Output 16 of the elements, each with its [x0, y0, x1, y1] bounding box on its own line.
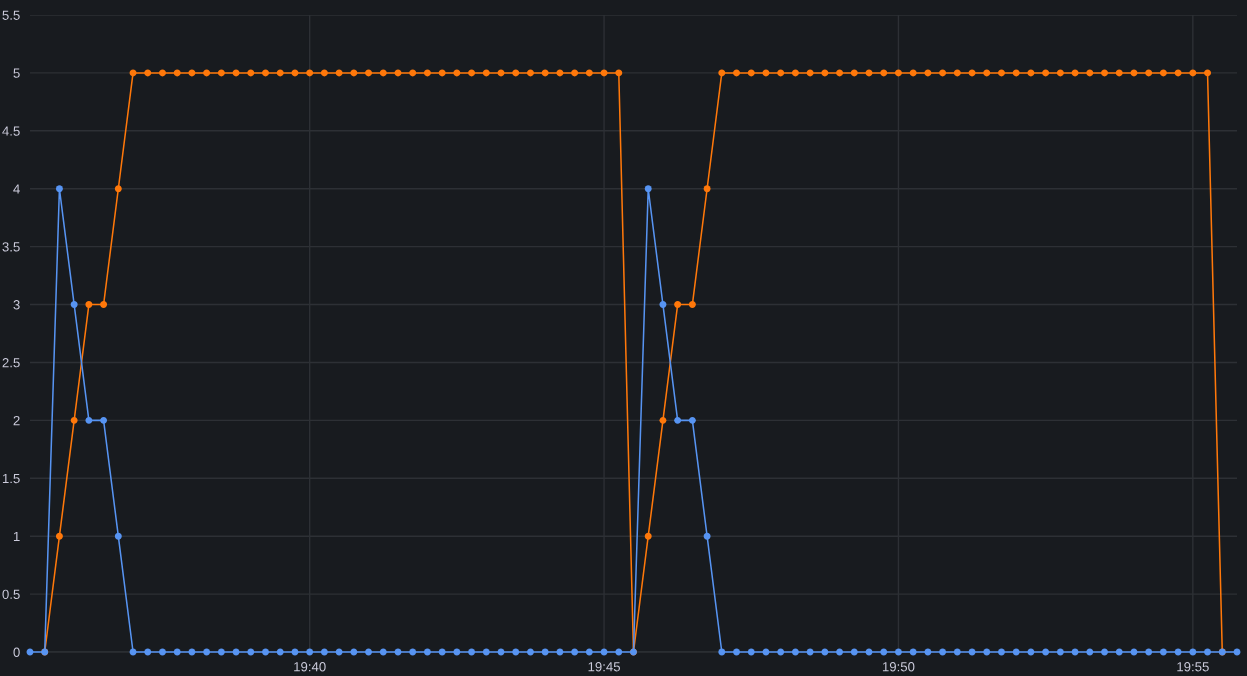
- y-tick-label: 2.5: [2, 358, 20, 368]
- x-tick-label: 19:55: [1177, 662, 1209, 672]
- y-tick-label: 2: [13, 415, 20, 426]
- y-tick-label: 0: [13, 647, 20, 657]
- y-tick-label: 5: [13, 68, 20, 78]
- y-tick-label: 0.5: [2, 589, 20, 599]
- y-tick-label: 3.5: [2, 242, 20, 252]
- y-tick-label: 5.5: [2, 10, 20, 20]
- y-tick-label: 1: [13, 531, 20, 541]
- x-tick-label: 19:40: [294, 662, 326, 672]
- y-tick-label: 4.5: [2, 126, 20, 136]
- x-tick-label: 19:50: [882, 662, 915, 672]
- y-tick-label: 1.5: [2, 473, 20, 484]
- y-tick-label: 4: [13, 184, 20, 194]
- x-tick-label: 19:45: [588, 662, 621, 672]
- y-tick-label: 3: [13, 300, 20, 310]
